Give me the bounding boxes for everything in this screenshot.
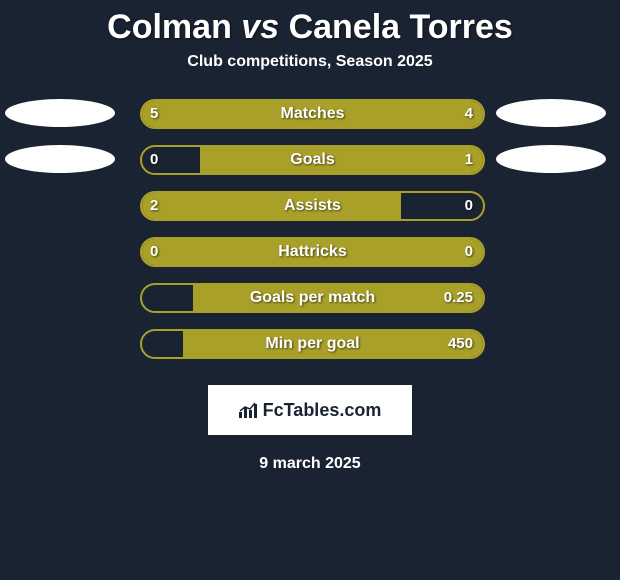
- title-player2: Canela Torres: [289, 8, 513, 46]
- bar-fill-left: [142, 101, 331, 127]
- bar-fill-right: [193, 285, 483, 311]
- player1-avatar: [5, 145, 115, 173]
- stat-row: Assists20: [0, 191, 620, 237]
- logo-text: FcTables.com: [263, 400, 382, 421]
- title-vs: vs: [241, 8, 279, 46]
- stat-row: Goals per match0.25: [0, 283, 620, 329]
- player2-avatar: [496, 145, 606, 173]
- bar-fill-right: [331, 101, 483, 127]
- bar-track: [140, 237, 485, 267]
- chart-icon: [239, 402, 259, 418]
- bar-track: [140, 145, 485, 175]
- date-text: 9 march 2025: [0, 455, 620, 473]
- bar-track: [140, 329, 485, 359]
- bar-fill-right: [313, 239, 484, 265]
- subtitle: Club competitions, Season 2025: [0, 53, 620, 71]
- stat-row: Hattricks00: [0, 237, 620, 283]
- stat-row: Matches54: [0, 99, 620, 145]
- bar-fill-left: [142, 193, 401, 219]
- stat-row: Min per goal450: [0, 329, 620, 375]
- bar-track: [140, 283, 485, 313]
- page-title: Colman vs Canela Torres: [0, 0, 620, 53]
- bar-track: [140, 191, 485, 221]
- title-player1: Colman: [107, 8, 232, 46]
- logo-box: FcTables.com: [208, 385, 412, 435]
- player2-avatar: [496, 99, 606, 127]
- stats-container: Matches54Goals01Assists20Hattricks00Goal…: [0, 99, 620, 375]
- bar-fill-right: [183, 331, 483, 357]
- bar-fill-right: [200, 147, 483, 173]
- bar-fill-left: [142, 239, 313, 265]
- player1-avatar: [5, 99, 115, 127]
- stat-row: Goals01: [0, 145, 620, 191]
- bar-track: [140, 99, 485, 129]
